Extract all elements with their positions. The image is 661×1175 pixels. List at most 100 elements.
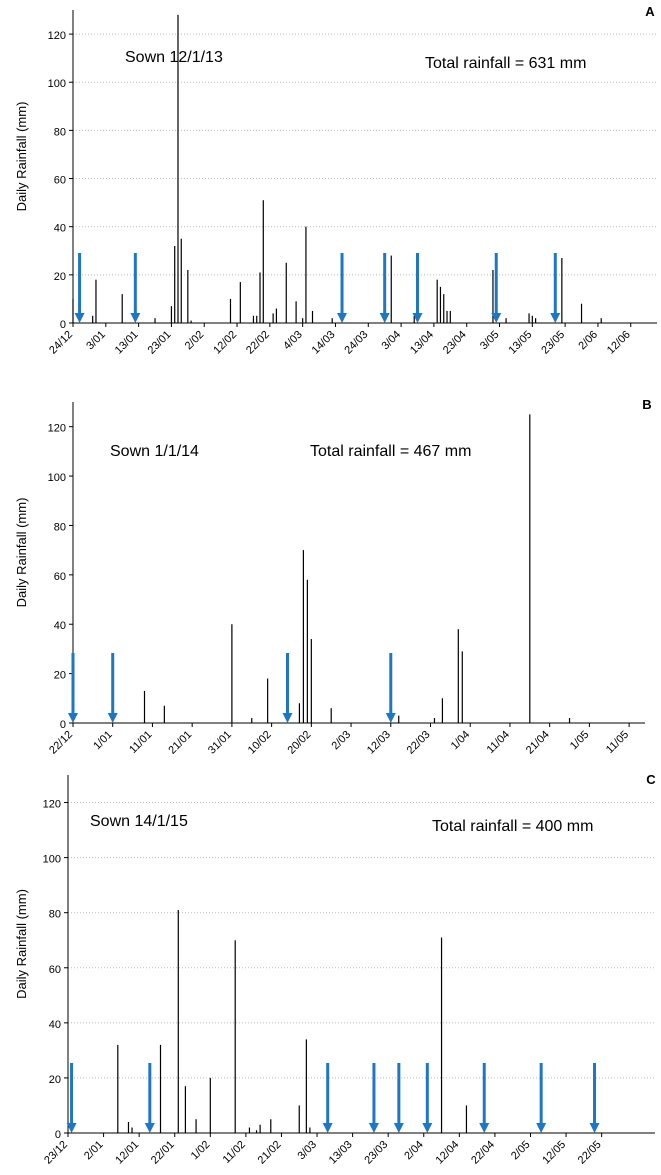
arrow-head [107,713,118,723]
x-tick-label: 12/02 [211,329,239,357]
chart-panel: 0 20 40 60 80 100 120 23/12 2/01 12/01 22/01 1/02 11… [14,772,656,1167]
irrigation-arrow [337,253,348,323]
total-rainfall: Total rainfall = 631 mm [425,55,586,72]
total-rainfall: Total rainfall = 400 mm [432,818,593,835]
panel-label: A [645,4,655,19]
total-rainfall: Total rainfall = 467 mm [310,443,471,460]
x-tick-label: 22/05 [576,1139,604,1167]
y-tick-label: 120 [48,423,66,435]
y-tick-label: 120 [43,799,61,811]
y-tick-label: 100 [43,854,61,866]
x-tick-label: 21/04 [524,729,552,757]
arrow-head [368,1123,379,1133]
x-tick-label: 12/06 [605,329,633,357]
x-tick-label: 23/04 [441,329,469,357]
x-tick-label: 24/12 [47,329,75,357]
arrow-head [412,313,423,323]
y-tick-label: 60 [49,964,61,976]
arrow-head [536,1123,547,1133]
x-tick-label: 4/03 [281,329,305,353]
irrigation-arrow [282,653,293,723]
x-tick-label: 3/03 [296,1139,320,1163]
x-tick-label: 3/01 [84,329,108,353]
x-tick-label: 22/12 [47,729,75,757]
x-tick-label: 13/04 [408,329,436,357]
x-tick-label: 12/04 [434,1139,462,1167]
x-tick-label: 11/05 [604,729,631,756]
x-tick-label: 3/05 [478,329,502,353]
x-tick-label: 11/02 [221,1139,248,1166]
x-tick-label: 2/06 [576,329,600,353]
y-tick-label: 120 [48,30,66,42]
irrigation-arrow [422,1063,433,1133]
arrow-head [282,713,293,723]
x-tick-label: 21/01 [166,729,194,757]
irrigation-arrow [479,1063,490,1133]
y-axis-label: Daily Rainfall (mm) [14,102,29,212]
x-tick-label: 13/01 [113,329,141,357]
x-tick-label: 31/01 [206,729,234,757]
irrigation-arrow [130,253,141,323]
x-tick-label: 11/01 [127,729,154,756]
irrigation-arrow [412,253,423,323]
x-tick-label: 1/05 [568,729,592,753]
y-tick-label: 0 [60,319,66,331]
arrow-head [422,1123,433,1133]
y-tick-label: 100 [48,472,66,484]
x-tick-label: 22/03 [405,729,433,757]
x-tick-label: 11/04 [485,729,512,756]
y-tick-label: 40 [54,223,66,235]
x-tick-label: 23/01 [146,329,174,357]
x-tick-label: 1/02 [189,1139,213,1163]
arrow-head [479,1123,490,1133]
chart-panel: 0 20 40 60 80 100 120 22/12 1/01 11/01 21/01 31/01 1… [14,397,652,757]
arrow-head [550,313,561,323]
y-tick-label: 60 [54,571,66,583]
sown-annotation: Sown 12/1/13 [125,49,223,66]
y-tick-label: 60 [54,175,66,187]
irrigation-arrow [107,653,118,723]
x-tick-label: 1/01 [91,729,115,753]
arrow-head [379,313,390,323]
y-tick-label: 80 [54,521,66,533]
irrigation-arrow [550,253,561,323]
x-tick-label: 14/03 [310,329,338,357]
arrow-head [130,313,141,323]
y-tick-label: 20 [54,271,66,283]
y-tick-label: 20 [54,670,66,682]
irrigation-arrow [393,1063,404,1133]
x-tick-label: 12/05 [540,1139,568,1167]
x-tick-label: 23/05 [539,329,567,357]
arrow-head [144,1123,155,1133]
irrigation-arrow [368,1063,379,1133]
x-tick-label: 23/03 [362,1139,390,1167]
x-tick-label: 24/03 [342,329,370,357]
x-tick-label: 22/04 [469,1139,497,1167]
arrow-head [66,1123,77,1133]
y-tick-label: 40 [54,620,66,632]
arrow-head [74,313,85,323]
y-tick-label: 40 [49,1019,61,1031]
arrow-head [385,713,396,723]
arrow-head [589,1123,600,1133]
arrow-head [491,313,502,323]
arrow-head [337,313,348,323]
irrigation-arrow [385,653,396,723]
y-tick-label: 80 [54,126,66,138]
x-tick-label: 13/03 [327,1139,355,1167]
x-tick-label: 21/02 [256,1139,284,1167]
y-tick-label: 100 [48,78,66,90]
panel-label: B [642,397,651,412]
x-tick-label: 3/04 [380,329,404,353]
x-tick-label: 2/03 [330,729,354,753]
sown-annotation: Sown 1/1/14 [110,443,199,460]
irrigation-arrow [491,253,502,323]
x-tick-label: 2/04 [402,1139,426,1163]
arrow-head [68,713,78,723]
x-tick-label: 10/02 [246,729,274,757]
y-tick-label: 80 [49,909,61,921]
y-axis-label: Daily Rainfall (mm) [14,498,29,608]
y-tick-label: 20 [49,1074,61,1086]
